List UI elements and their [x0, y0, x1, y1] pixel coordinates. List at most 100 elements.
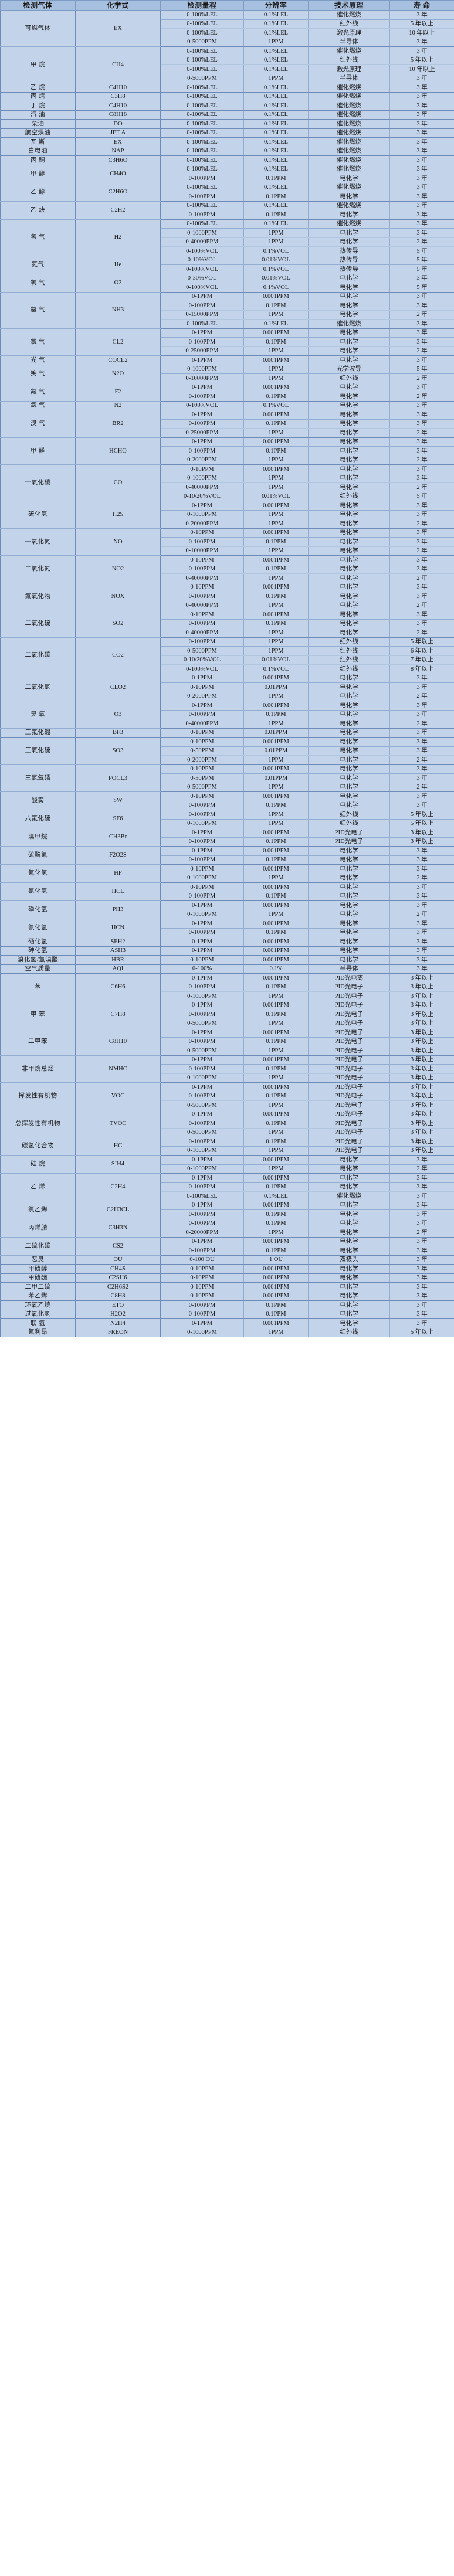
table-row: 三氧化硫 SO3 0-10PPM 0.001PPM 电化学 3 年 — [0, 737, 454, 765]
principle-cell: 热传导 — [308, 264, 390, 274]
lifetime-cell: 2 年 — [389, 755, 454, 765]
gas-name-cell: 三氯氧磷 — [0, 764, 76, 792]
resolution-cell: 0.001PPM — [243, 464, 309, 474]
resolution-cell: 0.1PPM — [243, 1137, 309, 1147]
range-cell: 0-10PPM — [160, 955, 244, 965]
lifetime-cell: 3 年 — [389, 110, 454, 120]
table-row: 0-40000PPM 1PPM 电化学 2 年 — [1, 573, 454, 583]
chemical-formula-cell: SF6 — [75, 810, 161, 828]
lifetime-cell: 3 年 — [389, 846, 454, 856]
lifetime-cell: 3 年 — [389, 73, 454, 83]
range-cell: 0-40000PPM — [160, 628, 244, 638]
lifetime-cell: 3 年 — [389, 764, 454, 774]
range-cell: 0-100PPM — [160, 537, 244, 547]
chemical-formula-cell: H2S — [75, 501, 161, 529]
lifetime-cell: 2 年 — [389, 719, 454, 729]
resolution-cell: 0.001PPM — [243, 946, 309, 956]
table-row: 氟化氢 HF 0-10PPM 0.001PPM 电化学 3 年 — [0, 864, 454, 883]
lifetime-cell: 5 年 — [389, 255, 454, 265]
resolution-cell: 1PPM — [243, 37, 309, 47]
gas-name-cell: 甲硫醇 — [0, 1264, 76, 1274]
resolution-cell: 0.1PPM — [243, 1036, 309, 1046]
range-cell: 0-100%LEL — [160, 10, 244, 20]
chemical-formula-cell: CH4 — [75, 46, 161, 83]
gas-name-cell: 氯乙烯 — [0, 1200, 76, 1219]
principle-cell: 电化学 — [308, 1218, 390, 1228]
gas-name-cell: 苯 — [0, 973, 76, 1001]
table-row: 过氧化氢 H2O2 0-100PPM 0.1PPM 电化学 3 年 — [0, 1309, 454, 1319]
gas-name-cell: 柴油 — [0, 119, 76, 129]
range-cell: 0-1PPM — [160, 1109, 244, 1119]
lifetime-cell: 3 年以上 — [389, 1073, 454, 1083]
table-row: 柴油 DO 0-100%LEL 0.1%LEL 催化燃烧 3 年 — [0, 119, 454, 129]
gas-name-cell: 臭 氧 — [0, 701, 76, 729]
table-row: 氟 气 F2 0-1PPM 0.001PPM 电化学 3 年 — [0, 382, 454, 402]
resolution-cell: 1PPM — [243, 719, 309, 729]
range-cell: 0-10PPM — [160, 1282, 244, 1292]
chemical-formula-cell: C3H8 — [75, 91, 161, 101]
principle-cell: 电化学 — [308, 1300, 390, 1310]
principle-cell: 电化学 — [308, 909, 390, 919]
range-cell: 0-100PPM — [160, 210, 244, 220]
range-cell: 0-10PPM — [160, 682, 244, 692]
resolution-cell: 0.1PPM — [243, 446, 309, 456]
lifetime-cell: 3 年 — [389, 509, 454, 519]
chemical-formula-cell: NOX — [75, 582, 161, 610]
lifetime-cell: 3 年 — [389, 946, 454, 956]
lifetime-cell: 3 年 — [389, 291, 454, 301]
table-body: 可燃气体 EX 0-100%LEL 0.1%LEL 催化燃烧 3 年 0-100%LEL 0.… — [0, 10, 454, 1337]
range-cell: 0-10PPM — [160, 610, 244, 620]
resolution-cell: 1PPM — [243, 691, 309, 701]
gas-name-cell: 甲 醛 — [0, 437, 76, 465]
resolution-cell: 0.01%VOL — [243, 491, 309, 501]
lifetime-cell: 5 年以上 — [389, 55, 454, 65]
resolution-cell: 0.01PPM — [243, 682, 309, 692]
resolution-cell: 0.001PPM — [243, 1318, 309, 1328]
table-row: 0-5000PPM 1PPM 半导体 3 年 — [1, 73, 454, 83]
resolution-cell: 0.1%LEL — [243, 46, 309, 56]
lifetime-cell: 3 年 — [389, 701, 454, 711]
lifetime-cell: 3 年以上 — [389, 1100, 454, 1110]
range-cell: 0-10PPM — [160, 1264, 244, 1274]
lifetime-cell: 2 年 — [389, 600, 454, 610]
range-cell: 0-10PPM — [160, 1273, 244, 1283]
table-row: 氦气 He 0-10%VOL 0.01%VOL 热传导 5 年 — [0, 255, 454, 274]
chemical-formula-cell: H2 — [75, 219, 161, 256]
resolution-cell: 0.1%LEL — [243, 91, 309, 101]
lifetime-cell: 2 年 — [389, 1164, 454, 1174]
gas-name-cell: 汽 油 — [0, 110, 76, 120]
table-row: 挥发性有机物 VOC 0-1PPM 0.001PPM PID光电子 3 年以上 — [0, 1082, 454, 1110]
principle-cell: 电化学 — [308, 855, 390, 865]
table-row: 磷化氢 PH3 0-1PPM 0.001PPM 电化学 3 年 — [0, 900, 454, 919]
principle-cell: 电化学 — [308, 346, 390, 356]
resolution-cell: 0.1%VOL — [243, 400, 309, 410]
gas-name-cell: 氯化氢 — [0, 882, 76, 901]
gas-name-cell: 磷化氢 — [0, 900, 76, 919]
resolution-cell: 0.1PPM — [243, 618, 309, 628]
lifetime-cell: 3 年 — [389, 592, 454, 601]
resolution-cell: 0.001PPM — [243, 501, 309, 511]
principle-cell: 电化学 — [308, 237, 390, 247]
resolution-cell: 0.1%LEL — [243, 128, 309, 138]
resolution-cell: 0.1PPM — [243, 537, 309, 547]
resolution-cell: 0.001PPM — [243, 1236, 309, 1246]
table-row: 甲 烷 CH4 0-100%LEL 0.1%LEL 催化燃烧 3 年 — [0, 46, 454, 83]
resolution-cell: 0.001PPM — [243, 973, 309, 983]
principle-cell: 电化学 — [308, 482, 390, 492]
resolution-cell: 1PPM — [243, 73, 309, 83]
range-cell: 0-100%LEL — [160, 137, 244, 147]
lifetime-cell: 3 年以上 — [389, 1119, 454, 1129]
lifetime-cell: 3 年以上 — [389, 1109, 454, 1119]
principle-cell: 热传导 — [308, 255, 390, 265]
range-cell: 0-1000PPM — [160, 473, 244, 483]
resolution-cell: 0.01PPM — [243, 773, 309, 783]
lifetime-cell: 3 年 — [389, 737, 454, 747]
lifetime-cell: 3 年 — [389, 337, 454, 347]
range-cell: 0-1PPM — [160, 1055, 244, 1065]
resolution-cell: 0.1%LEL — [243, 1191, 309, 1201]
range-cell: 0-100PPM — [160, 1209, 244, 1219]
gas-name-cell: 丙 烷 — [0, 91, 76, 101]
table-row: 0-5000PPM 1PPM 红外线 6 年以上 — [1, 646, 454, 656]
principle-cell: 催化燃烧 — [308, 219, 390, 229]
principle-cell: 红外线 — [308, 491, 390, 501]
